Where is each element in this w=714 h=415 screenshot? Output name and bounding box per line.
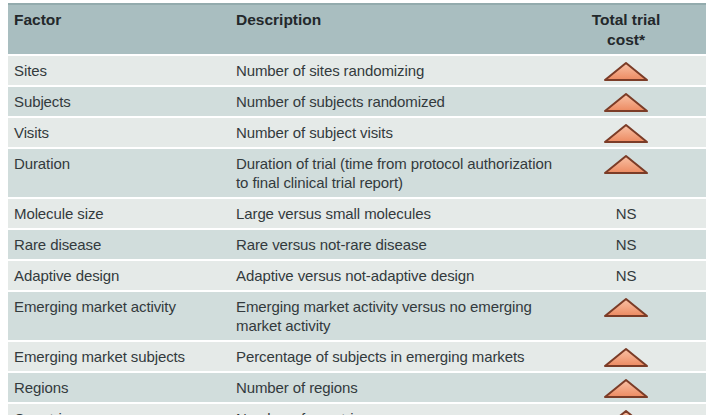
description-cell: Number of countries [230,403,566,415]
cost-increase-triangle-icon [603,92,649,113]
cost-cell [566,372,706,403]
table-body: Sites Number of sites randomizing Subjec… [8,55,706,415]
factor-cell: Subjects [8,86,230,117]
cost-cell: NS [566,198,706,229]
table-row: Duration Duration of trial (time from pr… [8,148,706,198]
table-row: Rare disease Rare versus not-rare diseas… [8,229,706,260]
factor-cell: Duration [8,148,230,198]
header-row: Factor Description Total trial cost* [8,5,706,55]
table-row: Emerging market activity Emerging market… [8,291,706,341]
factor-cell: Emerging market subjects [8,341,230,372]
description-cell: Large versus small molecules [230,198,566,229]
factor-cell: Rare disease [8,229,230,260]
column-header-description: Description [230,5,566,55]
table-row: Countries Number of countries [8,403,706,415]
cost-increase-triangle-icon [603,154,649,175]
cost-table: Factor Description Total trial cost* Sit… [8,5,706,415]
cost-cell [566,148,706,198]
table-row: Regions Number of regions [8,372,706,403]
description-cell: Number of regions [230,372,566,403]
table-row: Subjects Number of subjects randomized [8,86,706,117]
description-cell: Percentage of subjects in emerging marke… [230,341,566,372]
description-cell: Duration of trial (time from protocol au… [230,148,566,198]
description-cell: Number of subjects randomized [230,86,566,117]
cost-cell [566,117,706,148]
factor-cell: Regions [8,372,230,403]
ns-label: NS [616,204,637,223]
factor-cell: Adaptive design [8,260,230,291]
cost-cell [566,291,706,341]
description-cell: Rare versus not-rare disease [230,229,566,260]
cost-increase-triangle-icon [603,409,649,415]
cost-increase-triangle-icon [603,61,649,82]
table-row: Adaptive design Adaptive versus not-adap… [8,260,706,291]
cost-increase-triangle-icon [603,347,649,368]
cost-increase-triangle-icon [603,297,649,318]
cost-cell [566,403,706,415]
trial-cost-factors-table: Factor Description Total trial cost* Sit… [8,3,706,415]
cost-increase-triangle-icon [603,123,649,144]
factor-cell: Countries [8,403,230,415]
cost-cell [566,341,706,372]
cost-cell: NS [566,260,706,291]
cost-cell: NS [566,229,706,260]
column-header-factor: Factor [8,5,230,55]
table-header: Factor Description Total trial cost* [8,5,706,55]
table-row: Emerging market subjects Percentage of s… [8,341,706,372]
description-cell: Number of sites randomizing [230,55,566,86]
table-row: Sites Number of sites randomizing [8,55,706,86]
factor-cell: Sites [8,55,230,86]
factor-cell: Molecule size [8,198,230,229]
factor-cell: Emerging market activity [8,291,230,341]
cost-cell [566,86,706,117]
table-row: Visits Number of subject visits [8,117,706,148]
cost-cell [566,55,706,86]
column-header-total-trial-cost: Total trial cost* [566,5,706,55]
cost-increase-triangle-icon [603,378,649,399]
table-row: Molecule size Large versus small molecul… [8,198,706,229]
description-cell: Number of subject visits [230,117,566,148]
factor-cell: Visits [8,117,230,148]
description-cell: Adaptive versus not-adaptive design [230,260,566,291]
ns-label: NS [616,235,637,254]
ns-label: NS [616,266,637,285]
description-cell: Emerging market activity versus no emerg… [230,291,566,341]
